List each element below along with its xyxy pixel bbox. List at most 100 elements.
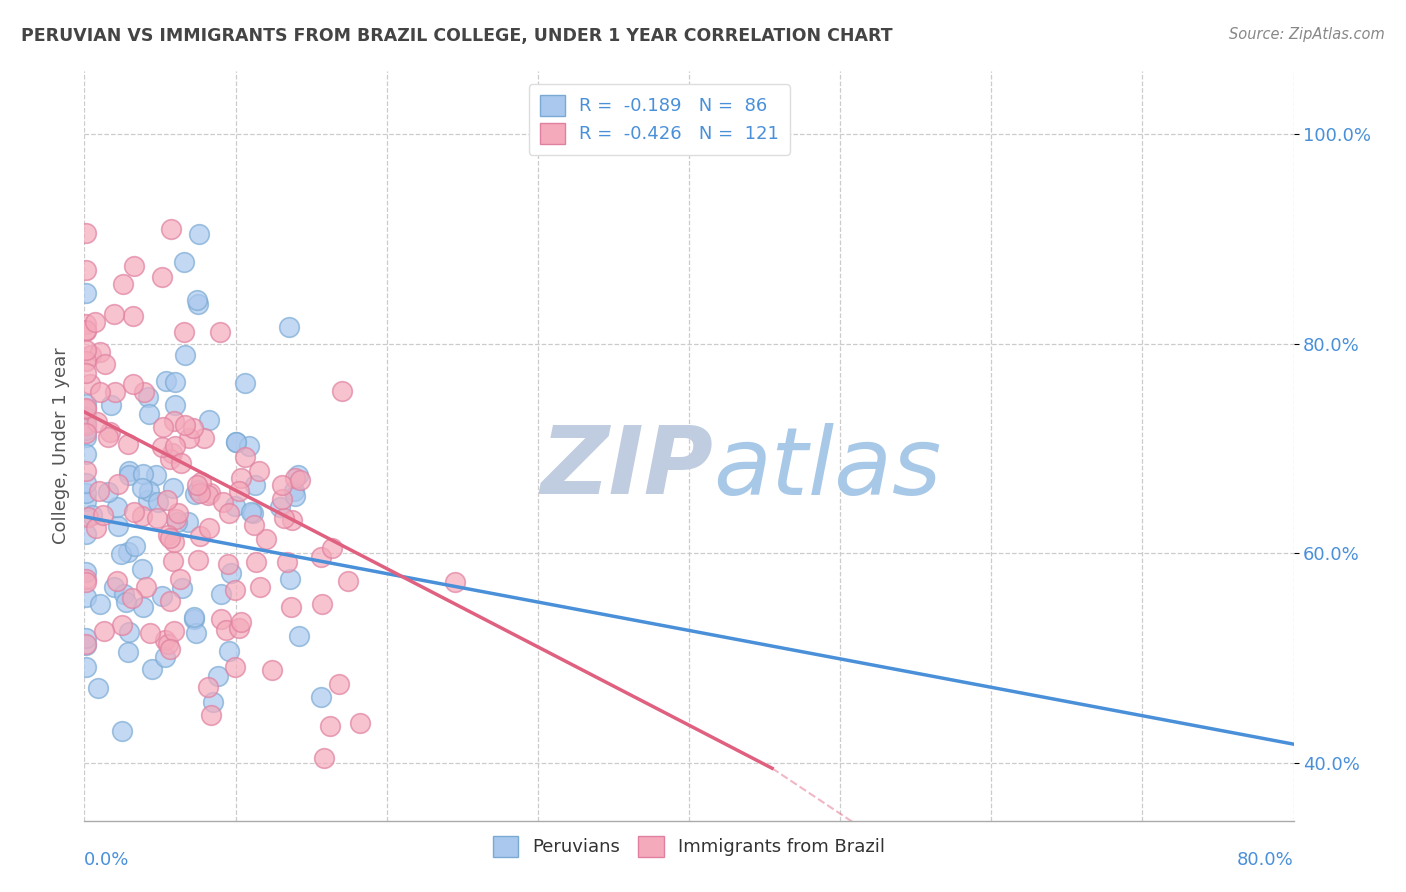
Point (141, 662, 163, 676)
Point (87, 484, 110, 499)
Point (224, 660, 246, 674)
Point (159, 642, 181, 657)
Point (173, 349, 195, 363)
Point (138, 483, 160, 498)
Legend: Peruvians, Immigrants from Brazil: Peruvians, Immigrants from Brazil (485, 829, 893, 864)
Point (278, 319, 301, 334)
Point (91, 508, 114, 523)
Point (188, 528, 211, 542)
Point (131, 562, 153, 576)
Point (184, 486, 207, 500)
Point (75, 425, 97, 440)
Point (209, 587, 232, 601)
Point (211, 495, 233, 509)
Point (159, 452, 181, 467)
Point (187, 227, 209, 241)
Point (75, 397, 97, 411)
Point (330, 384, 353, 399)
Point (284, 471, 307, 485)
Point (122, 505, 145, 519)
Point (311, 597, 333, 611)
Point (336, 574, 359, 588)
Point (75, 226, 97, 240)
Point (93, 624, 115, 638)
Point (225, 434, 247, 449)
Point (83, 315, 105, 329)
Point (183, 609, 205, 624)
Point (75, 423, 97, 437)
Point (131, 508, 153, 523)
Point (114, 595, 136, 609)
Point (75, 417, 97, 432)
Point (262, 664, 284, 678)
Point (242, 506, 264, 520)
Point (209, 325, 232, 339)
Point (245, 556, 267, 570)
Point (159, 594, 181, 608)
Point (444, 574, 467, 589)
Point (77, 510, 100, 524)
Point (94, 358, 117, 372)
Point (75, 343, 97, 357)
Point (239, 505, 262, 519)
Point (176, 515, 198, 529)
Point (75, 323, 97, 337)
Point (118, 624, 141, 639)
Point (118, 468, 141, 483)
Point (75, 410, 97, 425)
Point (163, 439, 186, 453)
Point (309, 549, 332, 564)
Point (138, 408, 160, 422)
Point (75, 354, 97, 368)
Point (200, 707, 222, 722)
Point (328, 677, 350, 691)
Point (201, 695, 224, 709)
Point (225, 435, 247, 450)
Text: ZIP: ZIP (540, 423, 713, 515)
Point (75, 401, 97, 415)
Point (287, 467, 309, 482)
Point (145, 467, 167, 482)
Point (75, 566, 97, 580)
Point (118, 464, 141, 478)
Point (122, 309, 145, 323)
Point (84, 521, 107, 535)
Point (163, 624, 186, 638)
Point (273, 511, 295, 525)
Point (284, 489, 307, 503)
Point (75, 463, 97, 477)
Text: 80.0%: 80.0% (1237, 851, 1294, 869)
Point (233, 376, 256, 391)
Point (87, 681, 110, 695)
Point (229, 471, 252, 485)
Point (75, 638, 97, 652)
Point (162, 553, 184, 567)
Point (269, 500, 291, 514)
Point (173, 325, 195, 339)
Point (155, 374, 177, 388)
Point (254, 532, 277, 546)
Point (187, 552, 209, 566)
Point (75, 325, 97, 339)
Text: PERUVIAN VS IMMIGRANTS FROM BRAZIL COLLEGE, UNDER 1 YEAR CORRELATION CHART: PERUVIAN VS IMMIGRANTS FROM BRAZIL COLLE… (21, 27, 893, 45)
Point (139, 626, 162, 640)
Point (136, 390, 159, 404)
Point (117, 545, 139, 559)
Point (198, 486, 221, 500)
Point (103, 580, 125, 594)
Point (136, 492, 159, 507)
Point (75, 631, 97, 645)
Point (122, 259, 145, 273)
Point (312, 750, 335, 764)
Point (159, 532, 181, 546)
Point (107, 518, 129, 533)
Point (167, 506, 190, 520)
Point (190, 475, 212, 490)
Point (150, 270, 173, 285)
Point (153, 649, 176, 664)
Point (163, 375, 186, 389)
Point (75, 574, 97, 589)
Point (276, 555, 298, 569)
Point (228, 621, 250, 635)
Point (186, 293, 208, 308)
